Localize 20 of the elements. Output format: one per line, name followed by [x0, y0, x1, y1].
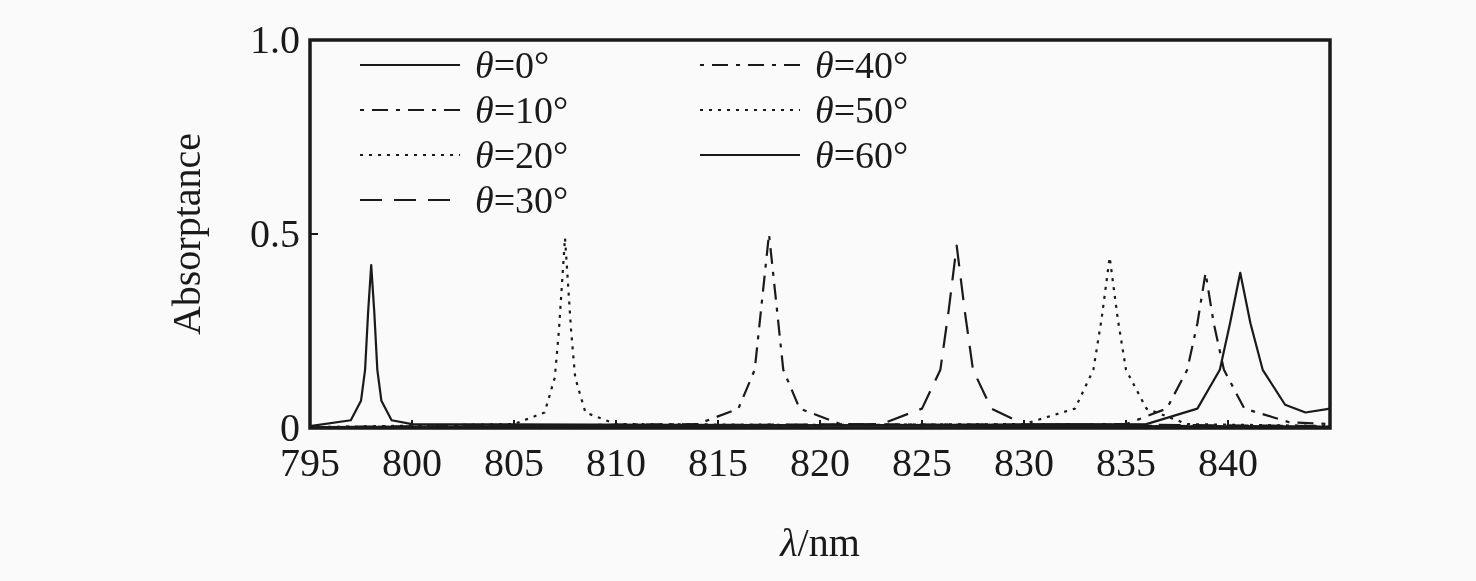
x-tick-label: 830 [994, 440, 1054, 485]
y-axis-title: Absorptance [164, 132, 209, 336]
x-tick-label: 825 [892, 440, 952, 485]
x-tick-label: 820 [790, 440, 850, 485]
legend-label: θ=60° [815, 134, 909, 176]
y-tick-label: 0.5 [250, 211, 300, 256]
x-axis-title: λ/nm [779, 520, 860, 565]
legend-label: θ=50° [815, 89, 909, 131]
x-tick-label: 800 [382, 440, 442, 485]
legend-label: θ=20° [475, 134, 569, 176]
legend-label: θ=40° [815, 44, 909, 86]
x-tick-label: 810 [586, 440, 646, 485]
x-tick-label: 835 [1096, 440, 1156, 485]
x-tick-label: 815 [688, 440, 748, 485]
y-tick-label: 1.0 [250, 17, 300, 62]
x-tick-label: 840 [1198, 440, 1258, 485]
legend-label: θ=0° [475, 44, 550, 86]
legend-label: θ=10° [475, 89, 569, 131]
legend-label: θ=30° [475, 179, 569, 221]
x-tick-label: 805 [484, 440, 544, 485]
